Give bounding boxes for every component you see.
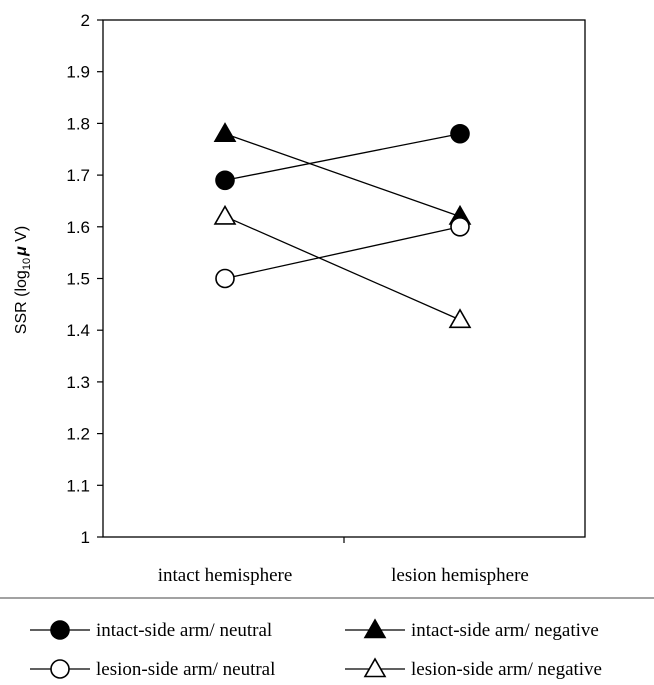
y-tick-label: 1.5 — [66, 270, 90, 289]
data-point — [215, 170, 235, 191]
legend-entry: lesion-side arm/ neutral — [30, 659, 275, 680]
y-tick-label: 1.9 — [66, 63, 90, 82]
legend-entry: lesion-side arm/ negative — [345, 657, 602, 680]
legend: intact-side arm/ neutral intact-side arm/… — [30, 618, 602, 680]
data-point — [448, 308, 472, 329]
data-point — [215, 268, 235, 289]
data-point — [450, 217, 470, 237]
x-category-label: lesion hemisphere — [391, 565, 529, 586]
legend-label: intact-side arm/ neutral — [96, 620, 272, 641]
data-point — [450, 123, 470, 144]
legend-entry: intact-side arm/ neutral — [30, 620, 272, 641]
y-tick-label: 2 — [81, 11, 90, 30]
data-point — [213, 204, 237, 225]
series-line — [224, 133, 461, 218]
series-layer — [213, 122, 472, 329]
legend-marker — [50, 659, 70, 679]
y-tick-label: 1.4 — [66, 321, 90, 340]
series-1 — [215, 123, 470, 191]
legend-label: intact-side arm/ negative — [411, 620, 599, 641]
legend-entry: intact-side arm/ negative — [345, 618, 599, 641]
legend-label: lesion-side arm/ negative — [411, 659, 602, 680]
x-category-label: intact hemisphere — [158, 565, 293, 586]
series-line — [224, 215, 461, 321]
y-tick-label: 1.2 — [66, 425, 90, 444]
plot-area — [102, 19, 586, 538]
legend-marker — [363, 657, 387, 678]
y-tick-label: 1.1 — [66, 476, 90, 495]
legend-marker — [50, 620, 70, 640]
y-axis: 1 1.1 1.2 1.3 1.4 1.5 1.6 1.7 1.8 1.9 2 — [66, 11, 103, 547]
legend-label: lesion-side arm/ neutral — [96, 659, 275, 680]
y-tick-label: 1.8 — [66, 114, 90, 133]
series-line — [224, 133, 461, 181]
y-axis-title: SSR (log10μ V) — [13, 226, 33, 334]
plot-border — [102, 19, 586, 538]
series-3 — [215, 217, 470, 289]
y-tick-label: 1.3 — [66, 373, 90, 392]
legend-marker — [363, 618, 387, 639]
y-tick-label: 1.6 — [66, 218, 90, 237]
x-axis: intact hemisphere lesion hemisphere — [158, 537, 529, 586]
data-point — [213, 122, 237, 143]
y-tick-label: 1 — [81, 528, 90, 547]
y-tick-label: 1.7 — [66, 166, 90, 185]
series-line — [224, 226, 461, 280]
series-4 — [213, 204, 472, 329]
